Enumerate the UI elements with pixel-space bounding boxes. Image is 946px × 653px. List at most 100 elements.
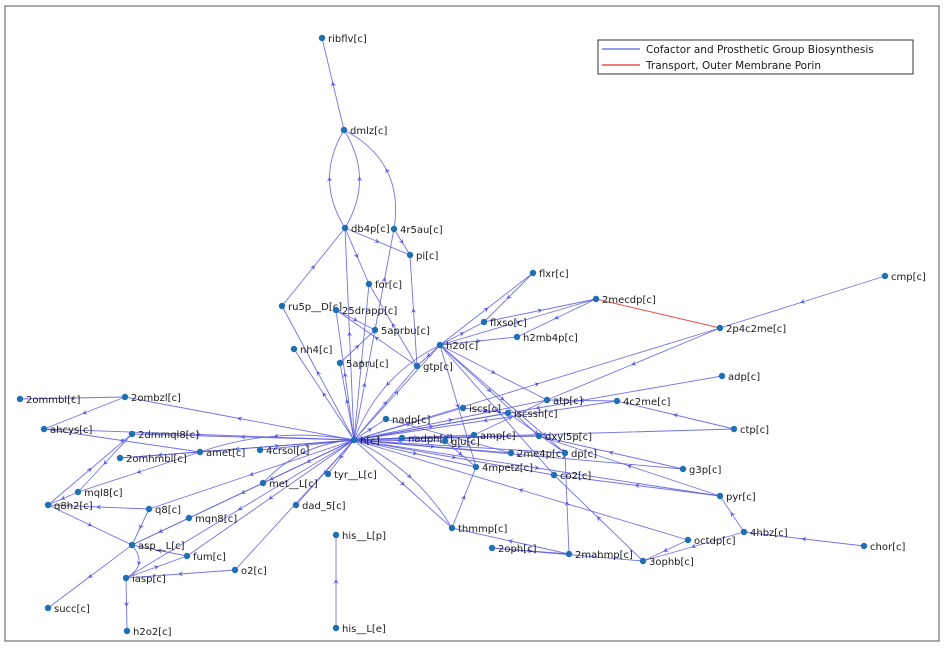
metabolite-node: chor[c] <box>860 542 905 553</box>
edge-dmlzc-ribflvc <box>321 37 345 131</box>
node-marker <box>183 552 191 560</box>
legend-box <box>597 39 914 75</box>
node-marker <box>196 448 204 456</box>
metabolite-node: pi[c] <box>406 251 439 262</box>
node-label: pyr[c] <box>726 492 756 503</box>
node-label: 2p4c2me[c] <box>726 324 786 335</box>
edge-hc-forc <box>353 283 370 441</box>
node-marker <box>513 333 521 341</box>
edge-thmmpc-4mpetzc <box>451 466 477 529</box>
edge-2ombzlc-ahcysc <box>43 396 126 430</box>
node-marker <box>332 531 340 539</box>
node-label: nadp[c] <box>392 415 431 426</box>
transport-edge <box>595 298 721 329</box>
metabolite-node: flxr[c] <box>529 269 569 280</box>
edge-hc-iscsc <box>353 407 464 441</box>
metabolite-node: dxyl5p[c] <box>535 432 592 443</box>
edge-ru5pDc-db4pc <box>281 227 346 307</box>
metabolite-node: 4r5au[c] <box>390 225 443 236</box>
node-marker <box>121 393 129 401</box>
node-marker <box>116 454 124 462</box>
edge-hc-5apruc <box>339 362 355 441</box>
edge-o2c-iaspc <box>125 569 236 579</box>
edge-db4pc-forc <box>344 227 370 285</box>
edge-2mecdpc-h2mb4pc <box>516 298 597 338</box>
node-label: gtp[c] <box>423 362 453 373</box>
node-label: dp[c] <box>571 449 597 460</box>
node-marker <box>145 505 153 513</box>
edge-fumc-aspLc <box>131 544 188 557</box>
metabolite-node: h2o2[c] <box>123 627 172 638</box>
node-label: db4p[c] <box>351 224 390 235</box>
edge-hc-2ombzlc <box>124 396 355 441</box>
edge-iscsc-iscsshc <box>462 407 509 414</box>
metabolite-node: 5aprbu[c] <box>371 326 430 337</box>
node-label: 4crsol[c] <box>266 446 309 457</box>
metabolite-node: nadp[c] <box>382 415 431 426</box>
metabolite-node: met__L[c] <box>259 479 318 490</box>
node-marker <box>470 431 478 439</box>
node-marker <box>565 550 573 558</box>
metabolite-node: 2ombzl[c] <box>121 393 181 404</box>
metabolite-node: 2mecdp[c] <box>592 295 656 306</box>
metabolite-node: 2oph[c] <box>488 544 537 555</box>
edge-hc-tyrLc <box>327 439 355 475</box>
node-label: amp[c] <box>480 431 516 442</box>
node-label: 4c2me[c] <box>623 397 671 408</box>
edge-ametc-mql8c <box>77 451 201 493</box>
edge-hc-nadpc <box>353 418 387 441</box>
node-marker <box>480 318 488 326</box>
node-marker <box>684 536 692 544</box>
metabolite-node: ru5p__D[c] <box>278 302 342 313</box>
metabolite-node: glu[c] <box>441 437 480 448</box>
metabolite-node: 2dmmql8[c] <box>128 430 199 441</box>
node-label: mqn8[c] <box>195 514 237 525</box>
metabolite-node: mqn8[c] <box>185 514 237 525</box>
edge-hc-iaspc <box>125 439 355 579</box>
metabolite-node: iasp[c] <box>122 574 166 585</box>
edge-hc-4mpetzc <box>353 439 477 468</box>
metabolite-node: 2p4c2me[c] <box>716 324 786 335</box>
metabolite-node: q8h2[c] <box>44 501 93 512</box>
node-marker <box>740 528 748 536</box>
metabolite-node: succ[c] <box>44 604 90 615</box>
node-marker <box>318 34 326 42</box>
edge-hc-iscsshc <box>353 412 509 441</box>
edge-5aprbuc-4r5auc <box>374 228 395 331</box>
node-label: q8h2[c] <box>54 501 93 512</box>
node-label: 3ophb[c] <box>649 557 694 568</box>
node-marker <box>413 362 421 370</box>
edge-flxsoc-2mecdpc <box>483 298 597 323</box>
metabolite-node: adp[c] <box>718 372 760 383</box>
metabolite-node: 3ophb[c] <box>639 557 694 568</box>
metabolite-node: o2[c] <box>231 566 267 577</box>
node-label: ctp[c] <box>740 425 769 436</box>
metabolite-node: 5apru[c] <box>336 359 389 370</box>
node-marker <box>535 432 543 440</box>
node-marker <box>336 359 344 367</box>
edge-2ophc-2mahmpc <box>491 547 570 555</box>
node-marker <box>350 436 358 444</box>
edge-gluc-4mpetzc <box>444 440 477 468</box>
metabolite-node: gtp[c] <box>413 362 453 373</box>
node-label: tyr__L[c] <box>334 470 377 481</box>
edge-iaspc-h2o2c <box>123 577 129 632</box>
edge-g3pc-dxyl5pc <box>538 435 684 470</box>
node-marker <box>341 224 349 232</box>
edge-25drappc-5aprbuc <box>335 309 376 331</box>
edge-ametc-ahcysc <box>43 428 201 453</box>
node-label: ribflv[c] <box>328 34 367 45</box>
node-label: 2oph[c] <box>498 544 537 555</box>
legend-label-cofactor: Cofactor and Prosthetic Group Biosynthes… <box>646 44 874 56</box>
node-label: 4r5au[c] <box>400 225 443 236</box>
node-label: 2mecdp[c] <box>602 295 656 306</box>
node-label: 4hbz[c] <box>750 528 788 539</box>
edge-3ophbc-co2c <box>553 474 644 562</box>
edge-gtpc-25drappc <box>335 309 418 367</box>
node-marker <box>40 425 48 433</box>
metabolite-node: pyr[c] <box>716 492 756 503</box>
edge-h2oc-dxyl5pc <box>439 344 540 437</box>
edge-hc-h2oc <box>353 344 441 441</box>
edge-hc-5aprbuc <box>353 329 376 441</box>
